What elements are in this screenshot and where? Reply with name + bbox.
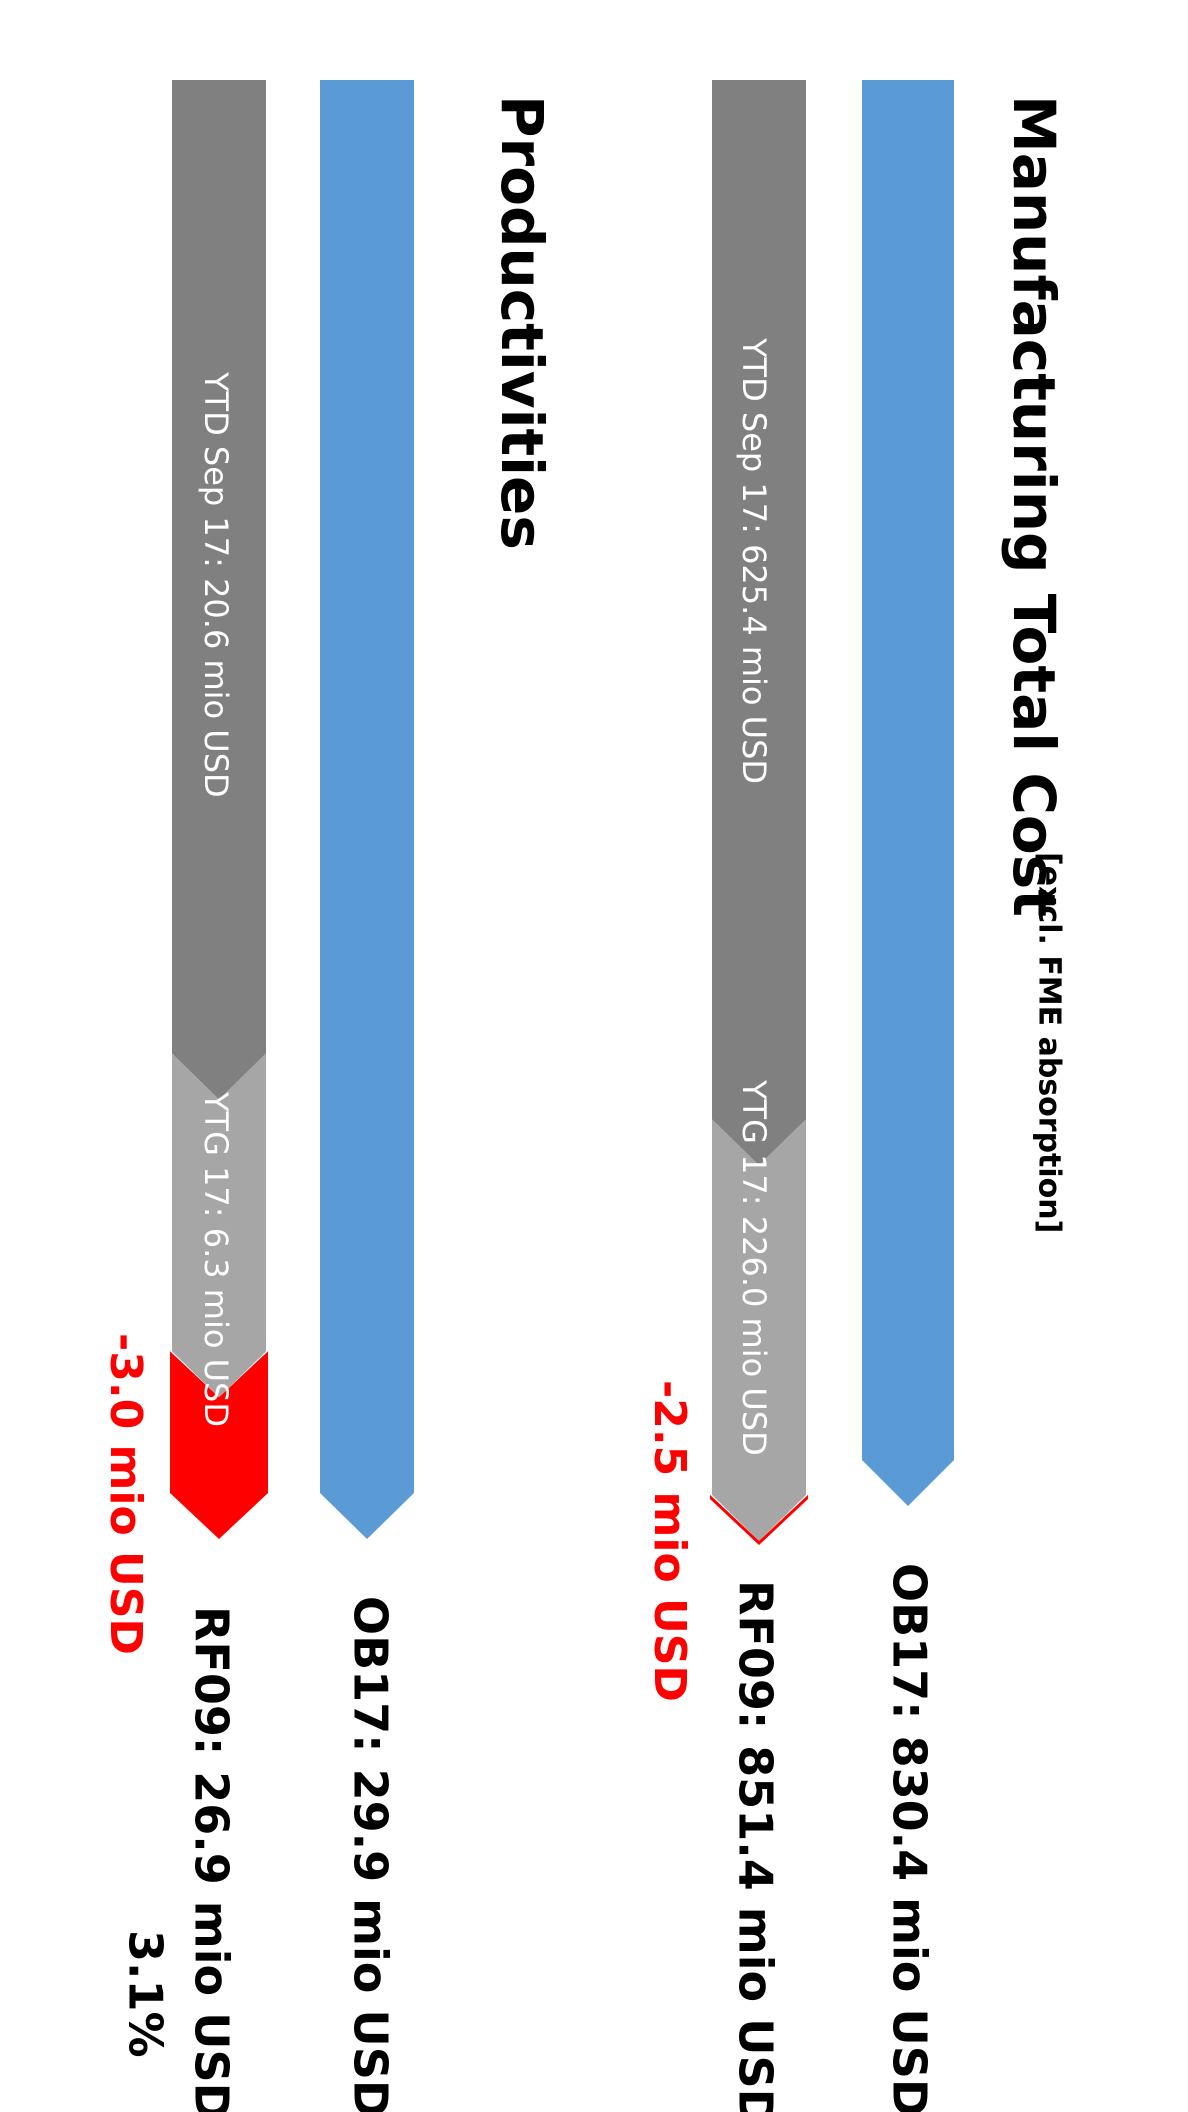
chart-2-ytg-bar (172, 1053, 266, 1398)
chart-1-ytg-bar (712, 1119, 806, 1541)
chart-2-title: Productivities (488, 95, 556, 550)
chart-2-ytd-label: YTD Sep 17: 20.6 mio USD (197, 371, 235, 798)
chart-2-ob17-label: OB17: 29.9 mio USD (344, 1596, 398, 2112)
chart-manufacturing-total-cost: Manufacturing Total Cost [excl. FME abso… (644, 80, 1068, 2112)
chart-2-percent-label: 3.1% (119, 1930, 173, 2058)
chart-1-title: Manufacturing Total Cost (1000, 95, 1068, 917)
chart-1-gap-label: -2.5 mio USD (644, 1380, 695, 1702)
chart-1-ytd-bar (712, 80, 806, 1166)
chart-1-ob17-bar (862, 80, 954, 1506)
chart-2-rf09-label: RF09: 26.9 mio USD (185, 1606, 239, 2112)
chart-2-gap-label: -3.0 mio USD (100, 1333, 151, 1655)
chart-2-ytg-label: YTG 17: 6.3 mio USD (197, 1091, 235, 1427)
chart-1-ytd-label: YTD Sep 17: 625.4 mio USD (735, 337, 773, 784)
chart-2-gap-bar (170, 1351, 268, 1539)
chart-1-ytg-label: YTG 17: 226.0 mio USD (735, 1079, 773, 1456)
chart-1-ob17-label: OB17: 830.4 mio USD (883, 1563, 937, 2112)
chart-1-subtitle: [excl. FME absorption] (1032, 852, 1067, 1233)
chart-2-ytd-bar (172, 80, 266, 1100)
chart-productivities: Productivities YTD Sep 17: 20.6 mio USD … (100, 80, 556, 2112)
chart-1-rf09-label: RF09: 851.4 mio USD (729, 1580, 783, 2112)
chart-2-ob17-bar (320, 80, 414, 1539)
